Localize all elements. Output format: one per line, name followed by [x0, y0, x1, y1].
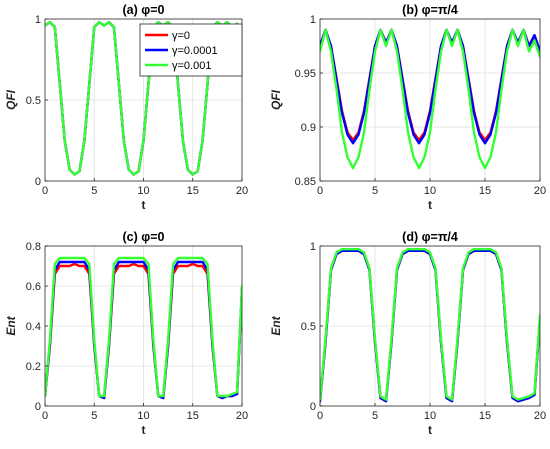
y-tick-label: 0 [35, 401, 41, 413]
panel-2: 0 5 10 15 20 0 0.2 0.4 0.6 0.8 t Ent (c) φ=0 [4, 230, 248, 437]
legend-entry-1: γ=0.0001 [172, 45, 218, 57]
y-tick-label: 0.6 [26, 281, 41, 293]
x-tick-label: 15 [479, 185, 491, 197]
y-tick-label: 0 [35, 176, 41, 188]
y-tick-label: 1 [35, 14, 41, 26]
series-line-2 [320, 247, 540, 401]
y-axis-label: Ent [269, 315, 283, 335]
legend: γ=0 γ=0.0001 γ=0.001 [139, 23, 243, 77]
legend-entry-2: γ=0.001 [172, 60, 211, 72]
x-tick-label: 5 [91, 185, 97, 197]
y-tick-label: 0 [310, 401, 316, 413]
y-tick-label: 0.2 [26, 361, 41, 373]
x-axis-label: t [142, 198, 146, 212]
x-tick-label: 0 [317, 185, 323, 197]
x-tick-label: 15 [187, 410, 199, 422]
x-tick-label: 20 [236, 185, 248, 197]
panel-title: (c) φ=0 [123, 230, 165, 244]
x-tick-label: 15 [187, 185, 199, 197]
panel-1: 0 5 10 15 20 0.85 0.9 0.95 1 t QFI (b) φ=π/4 [269, 3, 546, 212]
x-tick-label: 0 [42, 410, 48, 422]
y-axis-label: QFI [4, 89, 18, 110]
x-tick-label: 10 [424, 185, 436, 197]
y-tick-label: 0.95 [295, 68, 316, 80]
legend-entry-0: γ=0 [172, 30, 190, 42]
y-tick-label: 0.9 [301, 122, 316, 134]
x-tick-label: 10 [137, 410, 149, 422]
x-tick-label: 5 [372, 185, 378, 197]
y-tick-label: 0.5 [301, 321, 316, 333]
x-tick-label: 20 [534, 185, 546, 197]
y-axis-label: QFI [269, 89, 283, 110]
panel-3: 0 5 10 15 20 0 0.5 1 t Ent (d) φ=π/4 [269, 230, 546, 437]
y-tick-label: 0.85 [295, 176, 316, 188]
x-tick-label: 20 [534, 410, 546, 422]
panel-title: (d) φ=π/4 [402, 230, 458, 244]
y-tick-label: 1 [310, 241, 316, 253]
panel-title: (b) φ=π/4 [402, 3, 458, 17]
series-line-2 [320, 28, 540, 170]
x-tick-label: 20 [236, 410, 248, 422]
x-tick-label: 5 [372, 410, 378, 422]
x-axis-label: t [428, 198, 432, 212]
x-tick-label: 0 [42, 185, 48, 197]
y-axis-label: Ent [4, 315, 18, 335]
y-tick-label: 1 [310, 14, 316, 26]
y-tick-label: 0.5 [26, 95, 41, 107]
x-axis-label: t [428, 423, 432, 437]
y-tick-label: 0.4 [26, 321, 41, 333]
x-tick-label: 15 [479, 410, 491, 422]
x-tick-label: 0 [317, 410, 323, 422]
series-line-2 [45, 256, 242, 398]
y-tick-label: 0.8 [26, 241, 41, 253]
panel-0: 0 5 10 15 20 0 0.5 1 t QFI (a) φ=0 γ=0 γ=0.0001 γ=0.0… [4, 3, 248, 212]
x-tick-label: 5 [91, 410, 97, 422]
x-axis-label: t [142, 423, 146, 437]
x-tick-label: 10 [137, 185, 149, 197]
panel-title: (a) φ=0 [123, 3, 165, 17]
x-tick-label: 10 [424, 410, 436, 422]
